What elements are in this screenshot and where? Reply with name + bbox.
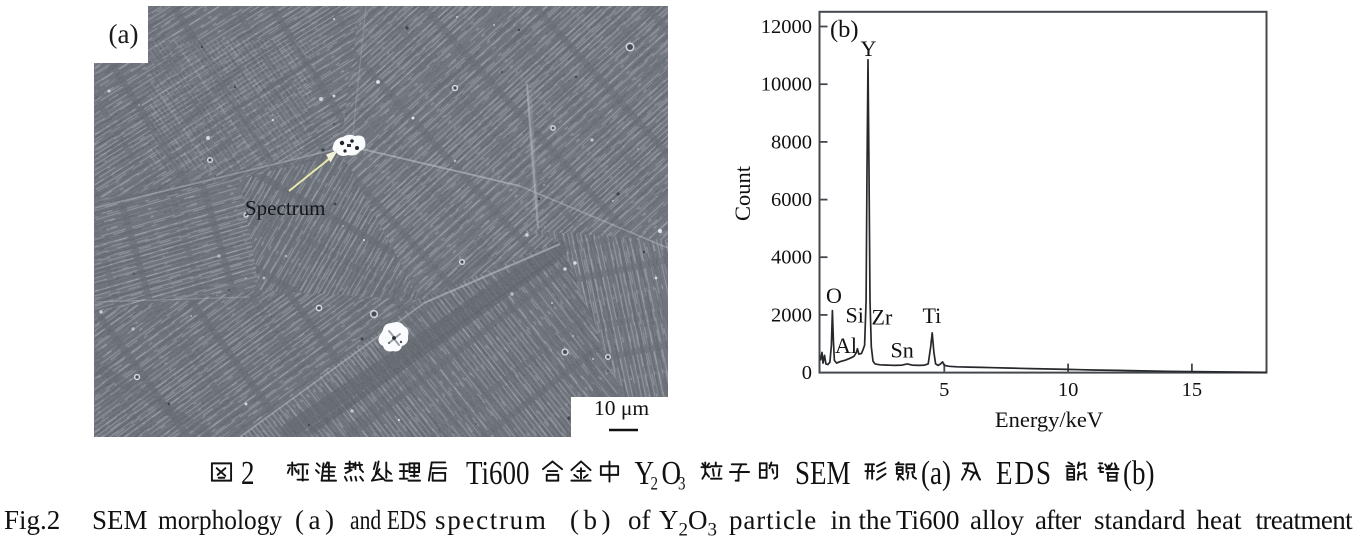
svg-text:Al: Al [835,333,857,358]
svg-text:(a): (a) [921,454,951,492]
svg-text:Count: Count [730,165,755,221]
svg-text:Ti: Ti [923,303,942,328]
svg-text:(a): (a) [109,19,139,49]
svg-text:0: 0 [802,362,812,384]
svg-text:6000: 6000 [771,189,812,211]
svg-text:5: 5 [939,379,949,401]
svg-text:SEM: SEM [795,454,851,492]
svg-text:2: 2 [241,454,255,492]
svg-text:2000: 2000 [771,304,812,326]
svg-text:15: 15 [1182,379,1203,401]
svg-text:12000: 12000 [761,16,812,38]
svg-text:O: O [826,283,842,308]
svg-text:Zr: Zr [872,305,893,330]
svg-text:Y: Y [635,454,655,492]
svg-text:Energy/keV: Energy/keV [995,407,1103,432]
svg-text:8000: 8000 [771,131,812,153]
svg-text:4000: 4000 [771,247,812,269]
svg-text:Y: Y [861,36,877,61]
svg-text:Si: Si [846,303,864,328]
svg-text:Spectrum: Spectrum [245,196,325,220]
svg-text:EDS: EDS [996,454,1053,492]
svg-text:3: 3 [678,473,685,492]
svg-text:(b): (b) [830,16,859,43]
svg-text:Ti600: Ti600 [466,454,530,492]
svg-text:10 μm: 10 μm [594,396,649,420]
svg-text:10000: 10000 [761,74,812,96]
svg-text:2: 2 [651,473,658,492]
svg-text:O: O [662,454,682,492]
svg-text:(b): (b) [1123,454,1154,492]
svg-text:Sn: Sn [891,338,914,363]
svg-text:10: 10 [1058,379,1079,401]
